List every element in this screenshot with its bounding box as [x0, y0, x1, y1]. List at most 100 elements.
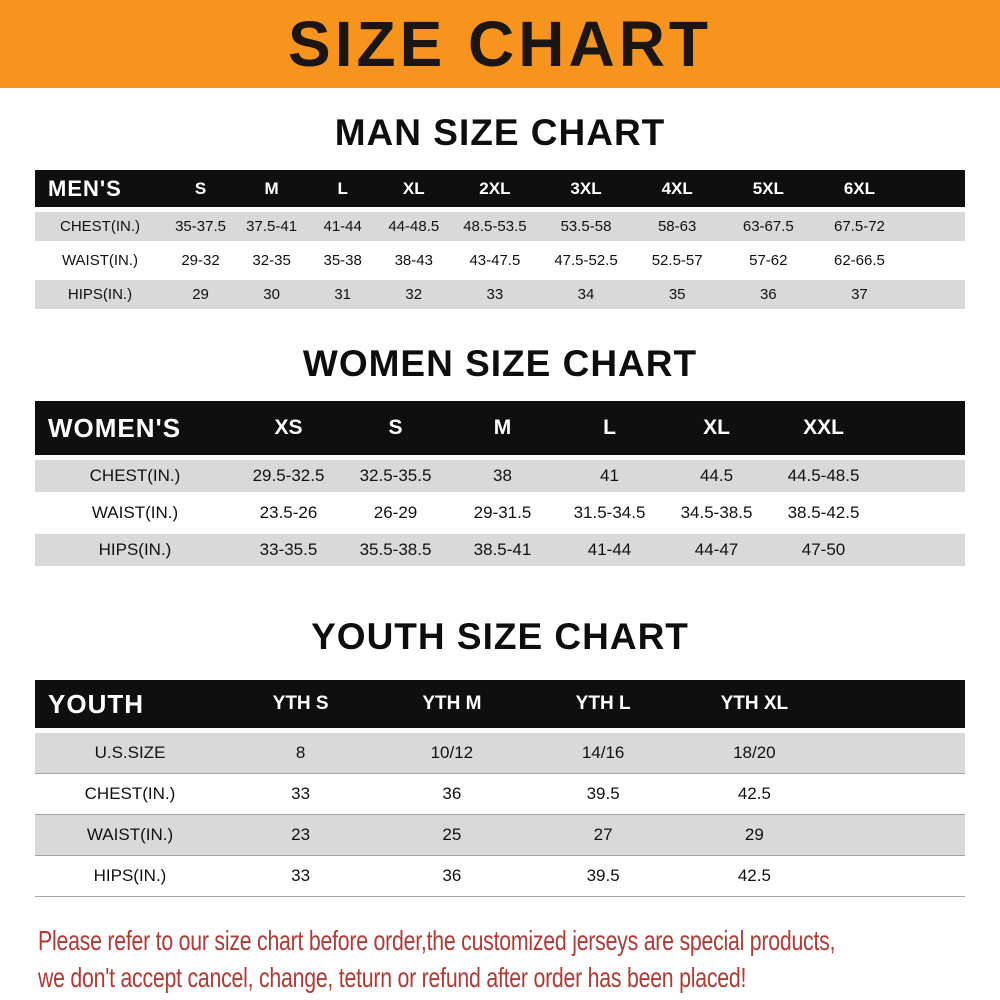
mens-size-table: MEN'S S M L XL 2XL 3XL 4XL 5XL 6XL CHEST(IN.) 35-37… [35, 170, 965, 309]
table-title-cell: WOMEN'S [48, 412, 182, 443]
size-value-cell: 38.5-42.5 [787, 503, 860, 522]
size-column-header: L [337, 178, 348, 198]
size-value-cell: 33 [291, 866, 311, 885]
size-value-cell: 44-48.5 [388, 218, 440, 235]
size-value-cell: 47-50 [801, 540, 846, 559]
size-value-cell: 57-62 [749, 252, 788, 269]
size-value-cell: 29.5-32.5 [252, 466, 325, 485]
size-value-cell: 58-63 [657, 218, 697, 235]
size-value-cell: 32 [405, 286, 423, 303]
youth-section-heading: YOUTH SIZE CHART [311, 616, 689, 657]
table-row: WAIST(IN.) 29-32 32-35 35-38 38-43 43-47.5 47.… [35, 246, 965, 275]
size-chart-banner: SIZE CHART [0, 0, 1000, 88]
size-value-cell: 44.5 [699, 466, 734, 485]
size-value-cell: 34.5-38.5 [680, 503, 753, 522]
size-value-cell: 41-44 [587, 540, 632, 559]
size-column-header: 6XL [843, 178, 876, 198]
size-value-cell: 23.5-26 [259, 503, 318, 522]
measurement-label: HIPS(IN.) [67, 286, 133, 303]
size-value-cell: 53.5-58 [560, 218, 612, 235]
size-column-header: 5XL [752, 178, 784, 198]
size-value-cell: 37.5-41 [246, 218, 298, 235]
size-value-cell: 42.5 [737, 784, 771, 803]
table-header-row: MEN'S S M L XL 2XL 3XL 4XL 5XL 6XL [35, 170, 965, 207]
table-row: CHEST(IN.) 29.5-32.5 32.5-35.5 38 41 44.5 44.5… [35, 460, 965, 492]
table-row: HIPS(IN.) 33-35.5 35.5-38.5 38.5-41 41-44 44-… [35, 534, 965, 566]
table-row: CHEST(IN.) 35-37.5 37.5-41 41-44 44-48.5 48.5… [35, 212, 965, 241]
size-column-header: YTH XL [720, 693, 789, 714]
size-column-header: 3XL [570, 178, 602, 198]
disclaimer-line-2: we don't accept cancel, change, teturn o… [38, 961, 747, 993]
table-row: HIPS(IN.) 29 30 31 32 33 34 35 36 37 [35, 280, 965, 309]
size-value-cell: 23 [291, 825, 311, 844]
size-value-cell: 38-43 [394, 252, 433, 269]
size-value-cell: 8 [295, 743, 306, 762]
men-section-heading: MAN SIZE CHART [334, 112, 666, 153]
table-title-cell: YOUTH [48, 688, 144, 719]
size-value-cell: 67.5-72 [834, 218, 885, 235]
table-header-row: YOUTH YTH S YTH M YTH L YTH XL [35, 680, 965, 728]
size-column-header: 4XL [661, 178, 693, 198]
page-title: SIZE CHART [288, 8, 712, 80]
disclaimer-text: Please refer to our size chart before or… [38, 923, 988, 997]
size-value-cell: 39.5 [586, 784, 620, 803]
size-value-cell: 18/20 [733, 743, 776, 762]
size-column-header: XS [274, 416, 303, 439]
size-value-cell: 29 [192, 286, 209, 303]
size-value-cell: 34 [577, 286, 595, 303]
size-value-cell: 36 [442, 866, 462, 885]
size-value-cell: 36 [759, 286, 777, 303]
size-value-cell: 30 [263, 286, 280, 303]
size-value-cell: 38 [493, 466, 512, 485]
measurement-label: WAIST(IN.) [61, 252, 139, 269]
size-column-header: XL [703, 416, 730, 439]
size-value-cell: 35-38 [323, 252, 362, 269]
women-section-heading: WOMEN SIZE CHART [302, 343, 698, 384]
size-value-cell: 26-29 [373, 503, 418, 522]
measurement-label: HIPS(IN.) [98, 540, 172, 559]
size-value-cell: 38.5-41 [473, 540, 532, 559]
size-column-header: YTH L [575, 693, 631, 714]
size-column-header: 2XL [479, 178, 511, 198]
size-value-cell: 63-67.5 [742, 218, 794, 235]
table-row: CHEST(IN.) 33 36 39.5 42.5 [35, 774, 965, 815]
youth-size-table: YOUTH YTH S YTH M YTH L YTH XL U.S.SIZE 8 10/12… [35, 680, 965, 897]
disclaimer-line-1: Please refer to our size chart before or… [38, 925, 836, 956]
size-column-header: YTH M [422, 693, 482, 714]
womens-size-table: WOMEN'S XS S M L XL XXL CHEST(IN.) 29.5-32.5 32.5… [35, 401, 965, 566]
measurement-label: CHEST(IN.) [60, 218, 140, 235]
size-value-cell: 41 [600, 466, 619, 485]
size-column-header: XL [402, 178, 425, 198]
size-value-cell: 31 [334, 286, 352, 303]
size-value-cell: 31.5-34.5 [573, 503, 646, 522]
size-value-cell: 39.5 [586, 866, 620, 885]
size-value-cell: 32.5-35.5 [359, 466, 432, 485]
size-value-cell: 41-44 [323, 218, 362, 235]
measurement-label: HIPS(IN.) [93, 866, 167, 885]
size-value-cell: 36 [442, 784, 462, 803]
size-value-cell: 52.5-57 [651, 252, 703, 269]
size-column-header: M [493, 416, 512, 439]
size-value-cell: 44-47 [694, 540, 739, 559]
table-title-cell: MEN'S [48, 175, 122, 201]
size-column-header: L [603, 416, 616, 439]
size-value-cell: 29-31.5 [473, 503, 532, 522]
size-value-cell: 33 [486, 286, 504, 303]
size-column-header: YTH S [272, 693, 329, 714]
size-value-cell: 35-37.5 [175, 218, 226, 235]
size-value-cell: 27 [593, 825, 613, 844]
measurement-label: CHEST(IN.) [89, 466, 181, 485]
size-value-cell: 29-32 [181, 252, 220, 269]
size-value-cell: 48.5-53.5 [463, 218, 527, 235]
measurement-label: WAIST(IN.) [86, 825, 174, 844]
size-value-cell: 44.5-48.5 [787, 466, 860, 485]
table-row: U.S.SIZE 8 10/12 14/16 18/20 [35, 733, 965, 774]
table-row: WAIST(IN.) 23.5-26 26-29 29-31.5 31.5-34.5 34… [35, 497, 965, 529]
size-value-cell: 33 [291, 784, 311, 803]
size-column-header: XXL [803, 416, 844, 439]
table-header-row: WOMEN'S XS S M L XL XXL [35, 401, 965, 455]
size-column-header: S [388, 416, 403, 439]
table-row: WAIST(IN.) 23 25 27 29 [35, 815, 965, 856]
size-value-cell: 43-47.5 [469, 252, 521, 269]
